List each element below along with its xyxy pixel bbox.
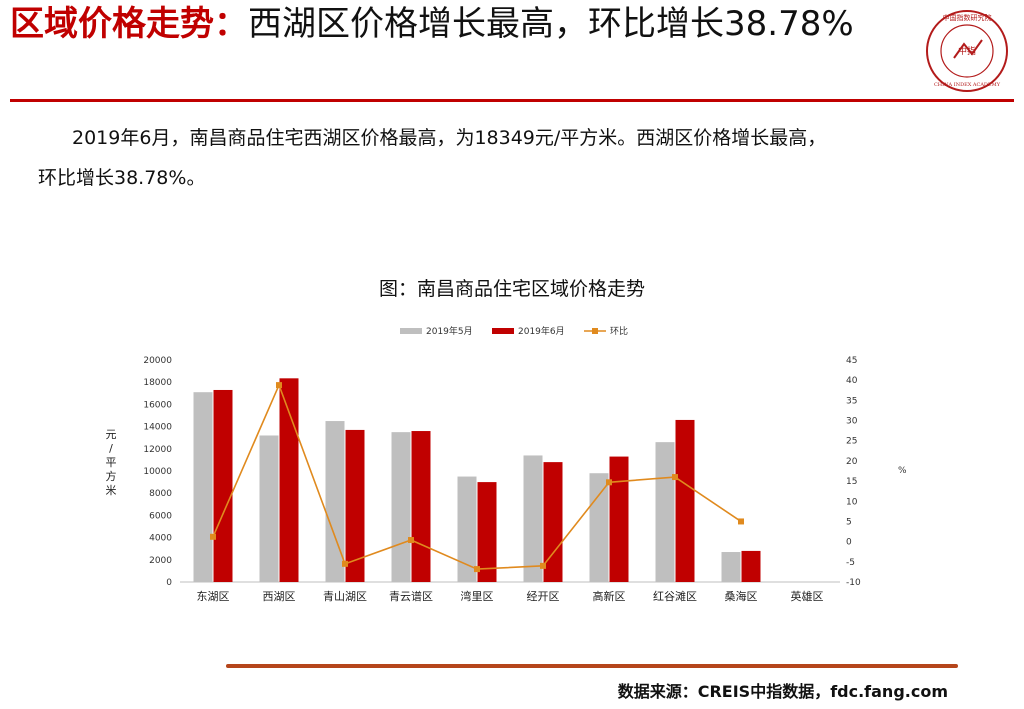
x-tick-label: 青山湖区	[323, 590, 367, 603]
x-tick-label: 高新区	[593, 589, 626, 603]
bar-may	[457, 476, 477, 582]
legend-label: 2019年6月	[518, 325, 565, 337]
price-trend-chart: 2019年5月 2019年6月 环比 0 2000 4000 6000 8000 10000 1…	[143, 325, 907, 603]
y-tick-label: 14000	[143, 423, 172, 433]
bar-may	[589, 473, 609, 582]
bar-may	[523, 455, 543, 582]
y2-tick-label: -10	[846, 578, 861, 588]
right-axis: -10 -5 0 5 10 15 20 25 30 35 40 45%	[846, 356, 907, 588]
bar-june	[609, 456, 629, 582]
bar-may	[391, 432, 411, 582]
mom-point	[738, 518, 744, 525]
mom-point	[408, 537, 414, 544]
bar-june	[675, 419, 695, 582]
mom-point	[540, 562, 546, 569]
bar-may	[259, 435, 279, 582]
bar-may	[655, 442, 675, 582]
y-tick-label: 18000	[143, 378, 172, 388]
bar-may	[193, 392, 213, 582]
bar-june	[543, 462, 563, 582]
bar-may	[721, 552, 741, 582]
bar-june	[279, 378, 299, 582]
legend-swatch	[400, 328, 422, 334]
bar-june	[213, 389, 233, 582]
y2-tick-label: 35	[846, 396, 857, 406]
mom-point	[474, 566, 480, 573]
summary-line-1: 2019年6月，南昌商品住宅西湖区价格最高，为18349元/平方米。西湖区价格增…	[72, 127, 827, 149]
page-title-highlight: 区域价格走势：	[10, 4, 248, 44]
legend-label: 环比	[610, 325, 628, 337]
y2-tick-label: 15	[846, 477, 857, 487]
y-axis-label: 元 / 平方米	[105, 428, 117, 497]
mom-line	[210, 382, 744, 573]
bar-june	[741, 550, 761, 582]
mom-point	[276, 382, 282, 389]
bar-june	[345, 429, 365, 582]
y-tick-label: 16000	[143, 400, 172, 410]
title-divider	[10, 99, 1014, 102]
footer-divider	[226, 664, 958, 668]
y-tick-label: 4000	[149, 534, 172, 544]
x-tick-label: 湾里区	[461, 589, 494, 603]
summary-line-2: 环比增长38.78%。	[38, 167, 206, 189]
x-tick-label: 东湖区	[197, 590, 230, 603]
x-tick-label: 经开区	[527, 590, 560, 603]
bars	[193, 378, 761, 582]
y2-tick-label: -5	[846, 558, 855, 568]
y-tick-label: 8000	[149, 489, 172, 499]
y2-tick-label: 20	[846, 457, 858, 467]
page-title-rest: 西湖区价格增长最高，环比增长38.78%	[248, 4, 854, 44]
mom-point	[342, 560, 348, 567]
chart-legend: 2019年5月 2019年6月 环比	[400, 325, 628, 337]
y2-axis-label: %	[898, 466, 907, 476]
y-tick-label: 6000	[149, 511, 172, 521]
x-axis-labels: 东湖区 西湖区 青山湖区 青云谱区 湾里区 经开区 高新区 红谷滩区 桑海区 英雄区	[197, 589, 824, 603]
x-tick-label: 英雄区	[791, 589, 824, 603]
x-tick-label: 桑海区	[725, 589, 758, 603]
data-source: 数据来源：CREIS中指数据，fdc.fang.com	[617, 682, 948, 701]
y2-tick-label: 0	[846, 538, 852, 548]
y-tick-label: 20000	[143, 356, 172, 366]
mom-point	[672, 474, 678, 481]
x-tick-label: 青云谱区	[389, 589, 433, 603]
y-tick-label: 2000	[149, 556, 172, 566]
mom-point	[210, 533, 216, 540]
academy-logo: 中国指数研究院 中指 CHINA INDEX ACADEMY	[926, 10, 1008, 92]
bar-may	[325, 421, 345, 582]
page-title: 区域价格走势：西湖区价格增长最高，环比增长38.78%	[10, 4, 910, 44]
y2-tick-label: 10	[846, 497, 858, 507]
mom-point	[606, 479, 612, 486]
bar-june	[411, 431, 431, 582]
summary-paragraph: 2019年6月，南昌商品住宅西湖区价格最高，为18349元/平方米。西湖区价格增…	[38, 118, 998, 198]
logo-english-text: CHINA INDEX ACADEMY	[934, 82, 1001, 88]
y-tick-label: 0	[166, 578, 172, 588]
y2-tick-label: 30	[846, 417, 858, 427]
y2-tick-label: 25	[846, 437, 857, 447]
y-tick-label: 12000	[143, 445, 172, 455]
x-tick-label: 红谷滩区	[653, 589, 697, 603]
legend-swatch	[492, 328, 514, 334]
logo-center-text: 中指	[958, 45, 976, 57]
y2-tick-label: 5	[846, 517, 852, 527]
y-tick-label: 10000	[143, 467, 172, 477]
logo-ring-text: 中国指数研究院	[943, 13, 992, 22]
legend-label: 2019年5月	[426, 325, 473, 337]
chart-title: 图：南昌商品住宅区域价格走势	[378, 278, 645, 300]
x-tick-label: 西湖区	[263, 590, 296, 603]
y2-tick-label: 40	[846, 376, 858, 386]
bar-june	[477, 482, 497, 582]
legend-marker	[592, 328, 598, 334]
y2-tick-label: 45	[846, 356, 857, 366]
